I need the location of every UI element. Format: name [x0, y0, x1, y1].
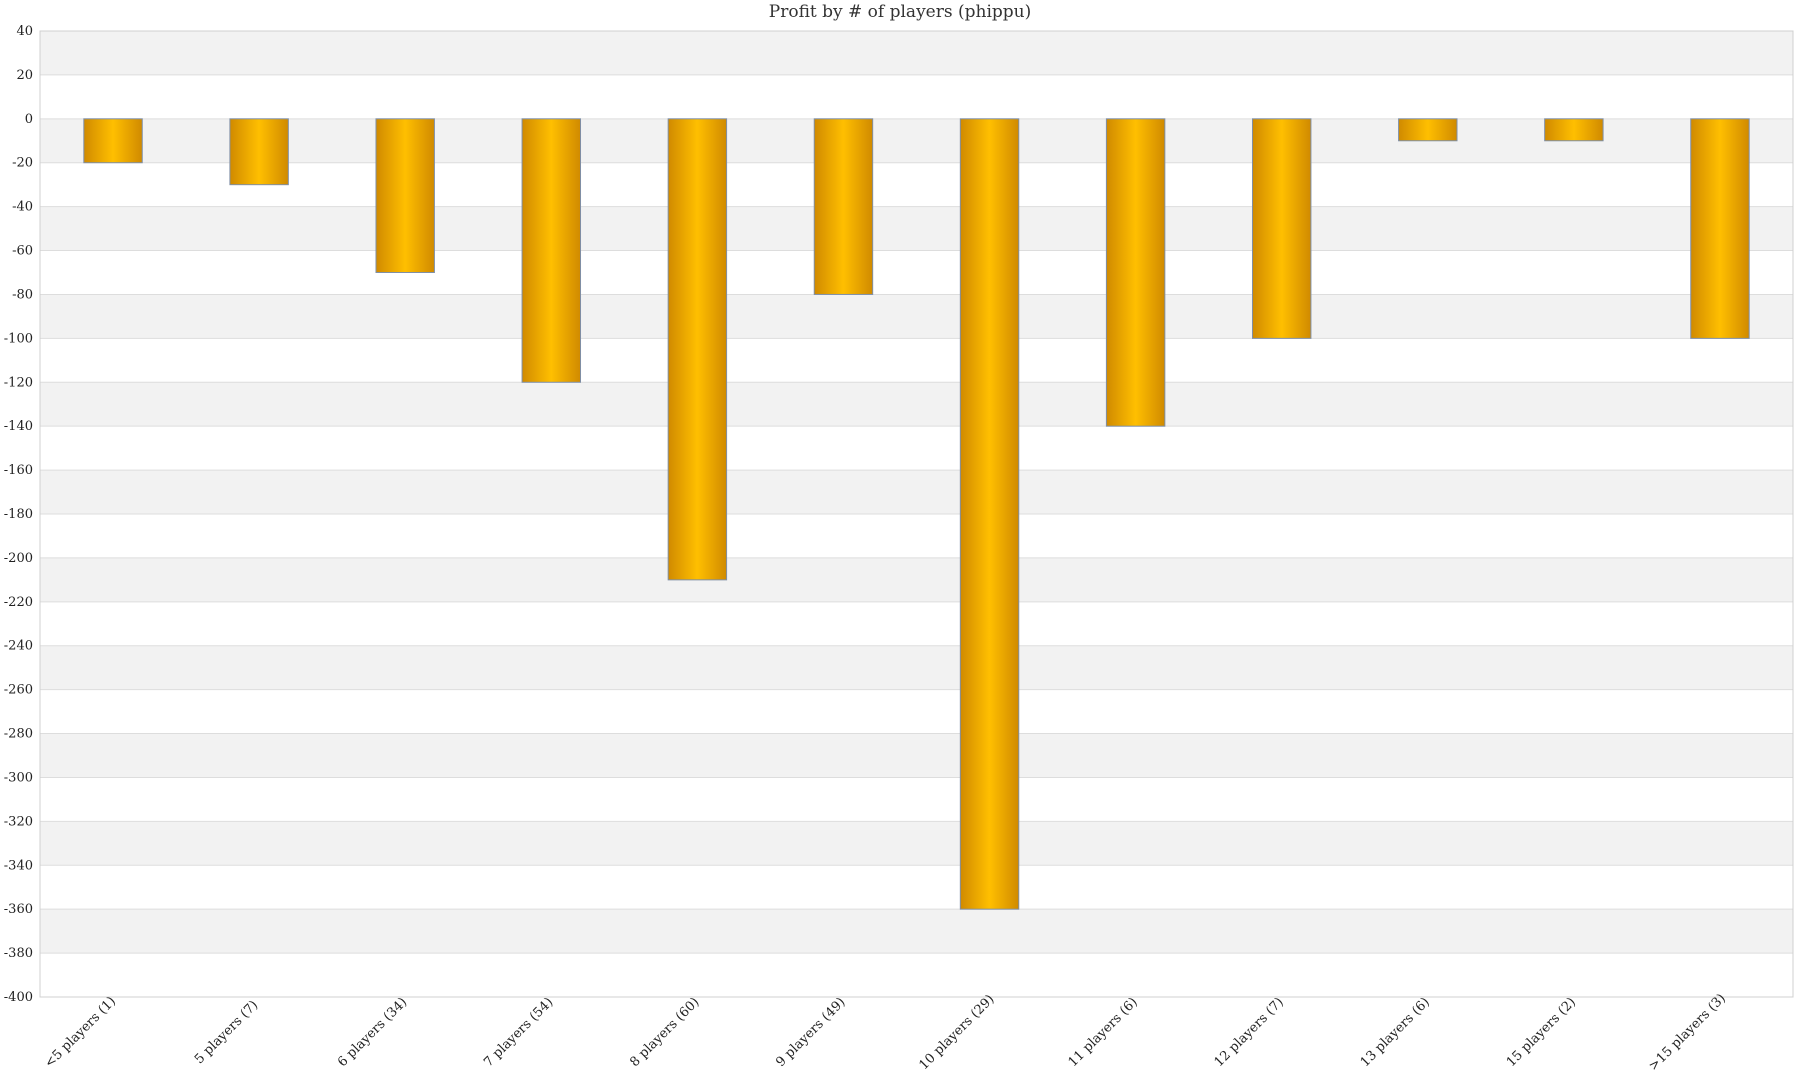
x-category-label: >15 players (3)	[1646, 991, 1729, 1074]
y-tick-label: -200	[4, 551, 33, 566]
y-tick-label: -280	[4, 727, 33, 742]
bar	[83, 118, 143, 164]
bar	[959, 118, 1020, 910]
grid-band	[40, 206, 1793, 251]
y-tick-label: -60	[12, 244, 33, 259]
bar	[1251, 118, 1312, 339]
grid-band	[40, 821, 1793, 866]
x-category-label: 8 players (60)	[627, 995, 702, 1070]
bar	[1690, 118, 1750, 339]
bar	[813, 118, 874, 295]
grid-band	[40, 645, 1793, 690]
y-tick-label: -300	[4, 770, 33, 785]
bar	[1105, 118, 1166, 427]
y-tick-label: -180	[4, 507, 33, 522]
bar	[667, 118, 728, 581]
bar	[1398, 118, 1458, 142]
grid-band	[40, 294, 1793, 339]
bar	[375, 118, 435, 274]
y-tick-label: -260	[4, 683, 33, 698]
y-tick-label: -400	[4, 990, 33, 1005]
x-category-label: 5 players (7)	[192, 998, 261, 1067]
x-category-label: 6 players (34)	[335, 995, 410, 1070]
y-tick-label: 40	[16, 24, 33, 39]
x-category-label: 7 players (54)	[481, 995, 556, 1070]
grid-band	[40, 31, 1793, 75]
grid-band	[40, 909, 1793, 954]
x-category-label: 13 players (6)	[1358, 995, 1433, 1070]
x-category-label: 10 players (29)	[917, 992, 998, 1073]
y-tick-label: 0	[25, 112, 33, 127]
chart-title: Profit by # of players (phippu)	[768, 2, 1032, 22]
y-tick-label: -40	[12, 200, 33, 215]
y-tick-label: -120	[4, 375, 33, 390]
x-category-label: 11 players (6)	[1066, 995, 1141, 1070]
grid-band	[40, 733, 1793, 778]
grid-band	[40, 557, 1793, 602]
y-tick-label: -80	[12, 287, 33, 302]
plot-border	[39, 30, 1794, 998]
y-tick-label: -380	[4, 946, 33, 961]
grid-band	[40, 118, 1793, 163]
bar	[521, 118, 582, 383]
grid-band	[40, 470, 1793, 514]
bar	[229, 118, 289, 186]
y-tick-label: -320	[4, 814, 33, 829]
grid-band	[40, 382, 1793, 427]
y-tick-label: -140	[4, 419, 33, 434]
y-tick-label: -220	[4, 595, 33, 610]
y-tick-label: -20	[12, 156, 33, 171]
y-tick-label: -240	[4, 639, 33, 654]
x-category-label: <5 players (1)	[42, 994, 119, 1071]
bar	[1544, 118, 1604, 142]
x-category-label: 15 players (2)	[1504, 995, 1579, 1070]
y-tick-label: -160	[4, 463, 33, 478]
x-category-label: 12 players (7)	[1212, 995, 1287, 1070]
y-tick-label: -360	[4, 902, 33, 917]
x-category-label: 9 players (49)	[773, 995, 848, 1070]
y-tick-label: -340	[4, 858, 33, 873]
y-tick-label: -100	[4, 331, 33, 346]
y-tick-label: 20	[16, 68, 33, 83]
